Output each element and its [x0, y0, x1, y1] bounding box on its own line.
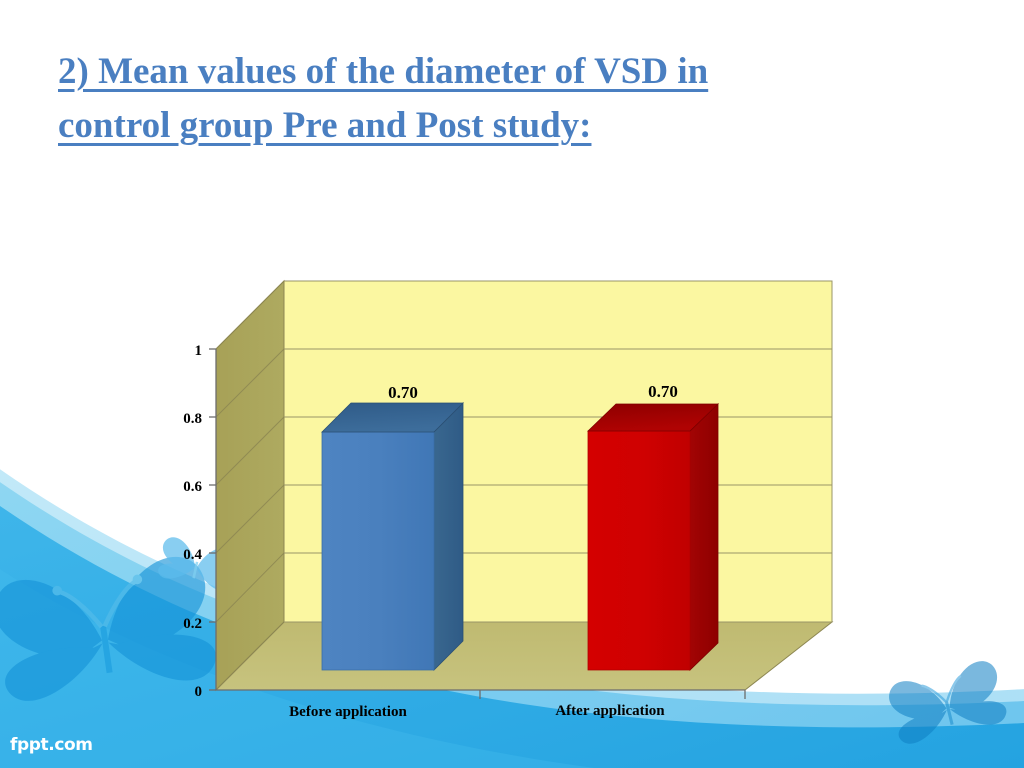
bar-before-application[interactable]: [321, 402, 464, 671]
page-title-line-1: 2) Mean values of the diameter of VSD in: [58, 51, 709, 92]
ytick-label: 0.6: [183, 479, 202, 495]
chart-category-labels: Before application After application: [289, 703, 665, 720]
butterfly-large-icon: [0, 556, 217, 701]
ytick-label: 0.8: [183, 411, 202, 427]
chart-data-labels: 0.70 0.70: [388, 382, 678, 402]
chart-side-wall: [215, 279, 285, 692]
page-title: 2) Mean values of the diameter of VSD in…: [58, 45, 898, 153]
category-label-before: Before application: [289, 704, 407, 720]
bar-after-front-face: [587, 430, 691, 671]
ytick-label: 0.4: [183, 547, 202, 563]
ytick-label: 0: [195, 684, 203, 700]
chart-ytick-labels: 1 0.8 0.6 0.4 0.2 0: [183, 343, 202, 700]
bar-after-application[interactable]: [587, 403, 719, 671]
butterfly-right-icon: [889, 661, 1007, 744]
wave-inner-highlight: [0, 569, 595, 768]
ytick-label: 0.2: [183, 616, 202, 632]
data-label-before: 0.70: [388, 383, 418, 402]
wave-main-band: [0, 505, 1024, 768]
category-label-after: After application: [555, 703, 665, 719]
page-title-line-2: control group Pre and Post study:: [58, 105, 592, 146]
chart-floor: [214, 621, 834, 691]
chart-sidewall-gridlines: [215, 280, 285, 691]
bar-before-front-face: [321, 431, 435, 671]
ytick-label: 1: [195, 343, 203, 359]
bar-after-side-face: [689, 403, 719, 671]
chart-value-axis: [209, 348, 217, 691]
data-label-after: 0.70: [648, 382, 678, 401]
chart-category-axis: [216, 689, 746, 699]
bar-before-side-face: [433, 402, 464, 671]
bar-before-top-face: [321, 402, 464, 433]
bar-after-top-face: [587, 403, 719, 432]
fppt-watermark: fppt.com: [10, 735, 93, 755]
